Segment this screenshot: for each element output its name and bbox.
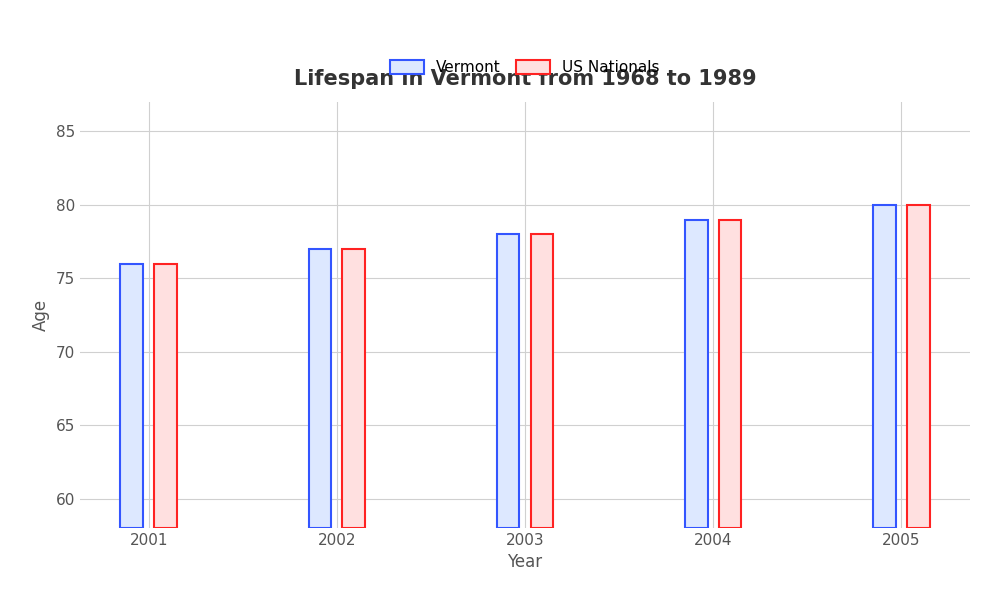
Title: Lifespan in Vermont from 1968 to 1989: Lifespan in Vermont from 1968 to 1989 xyxy=(294,70,756,89)
Legend: Vermont, US Nationals: Vermont, US Nationals xyxy=(384,54,666,82)
Bar xyxy=(154,263,177,528)
Bar xyxy=(342,249,365,528)
Bar xyxy=(873,205,896,528)
X-axis label: Year: Year xyxy=(507,553,543,571)
Bar xyxy=(120,263,143,528)
Bar xyxy=(719,220,741,528)
Bar xyxy=(907,205,930,528)
Bar xyxy=(497,234,519,528)
Bar xyxy=(685,220,708,528)
Bar xyxy=(531,234,553,528)
Bar xyxy=(309,249,331,528)
Y-axis label: Age: Age xyxy=(32,299,50,331)
